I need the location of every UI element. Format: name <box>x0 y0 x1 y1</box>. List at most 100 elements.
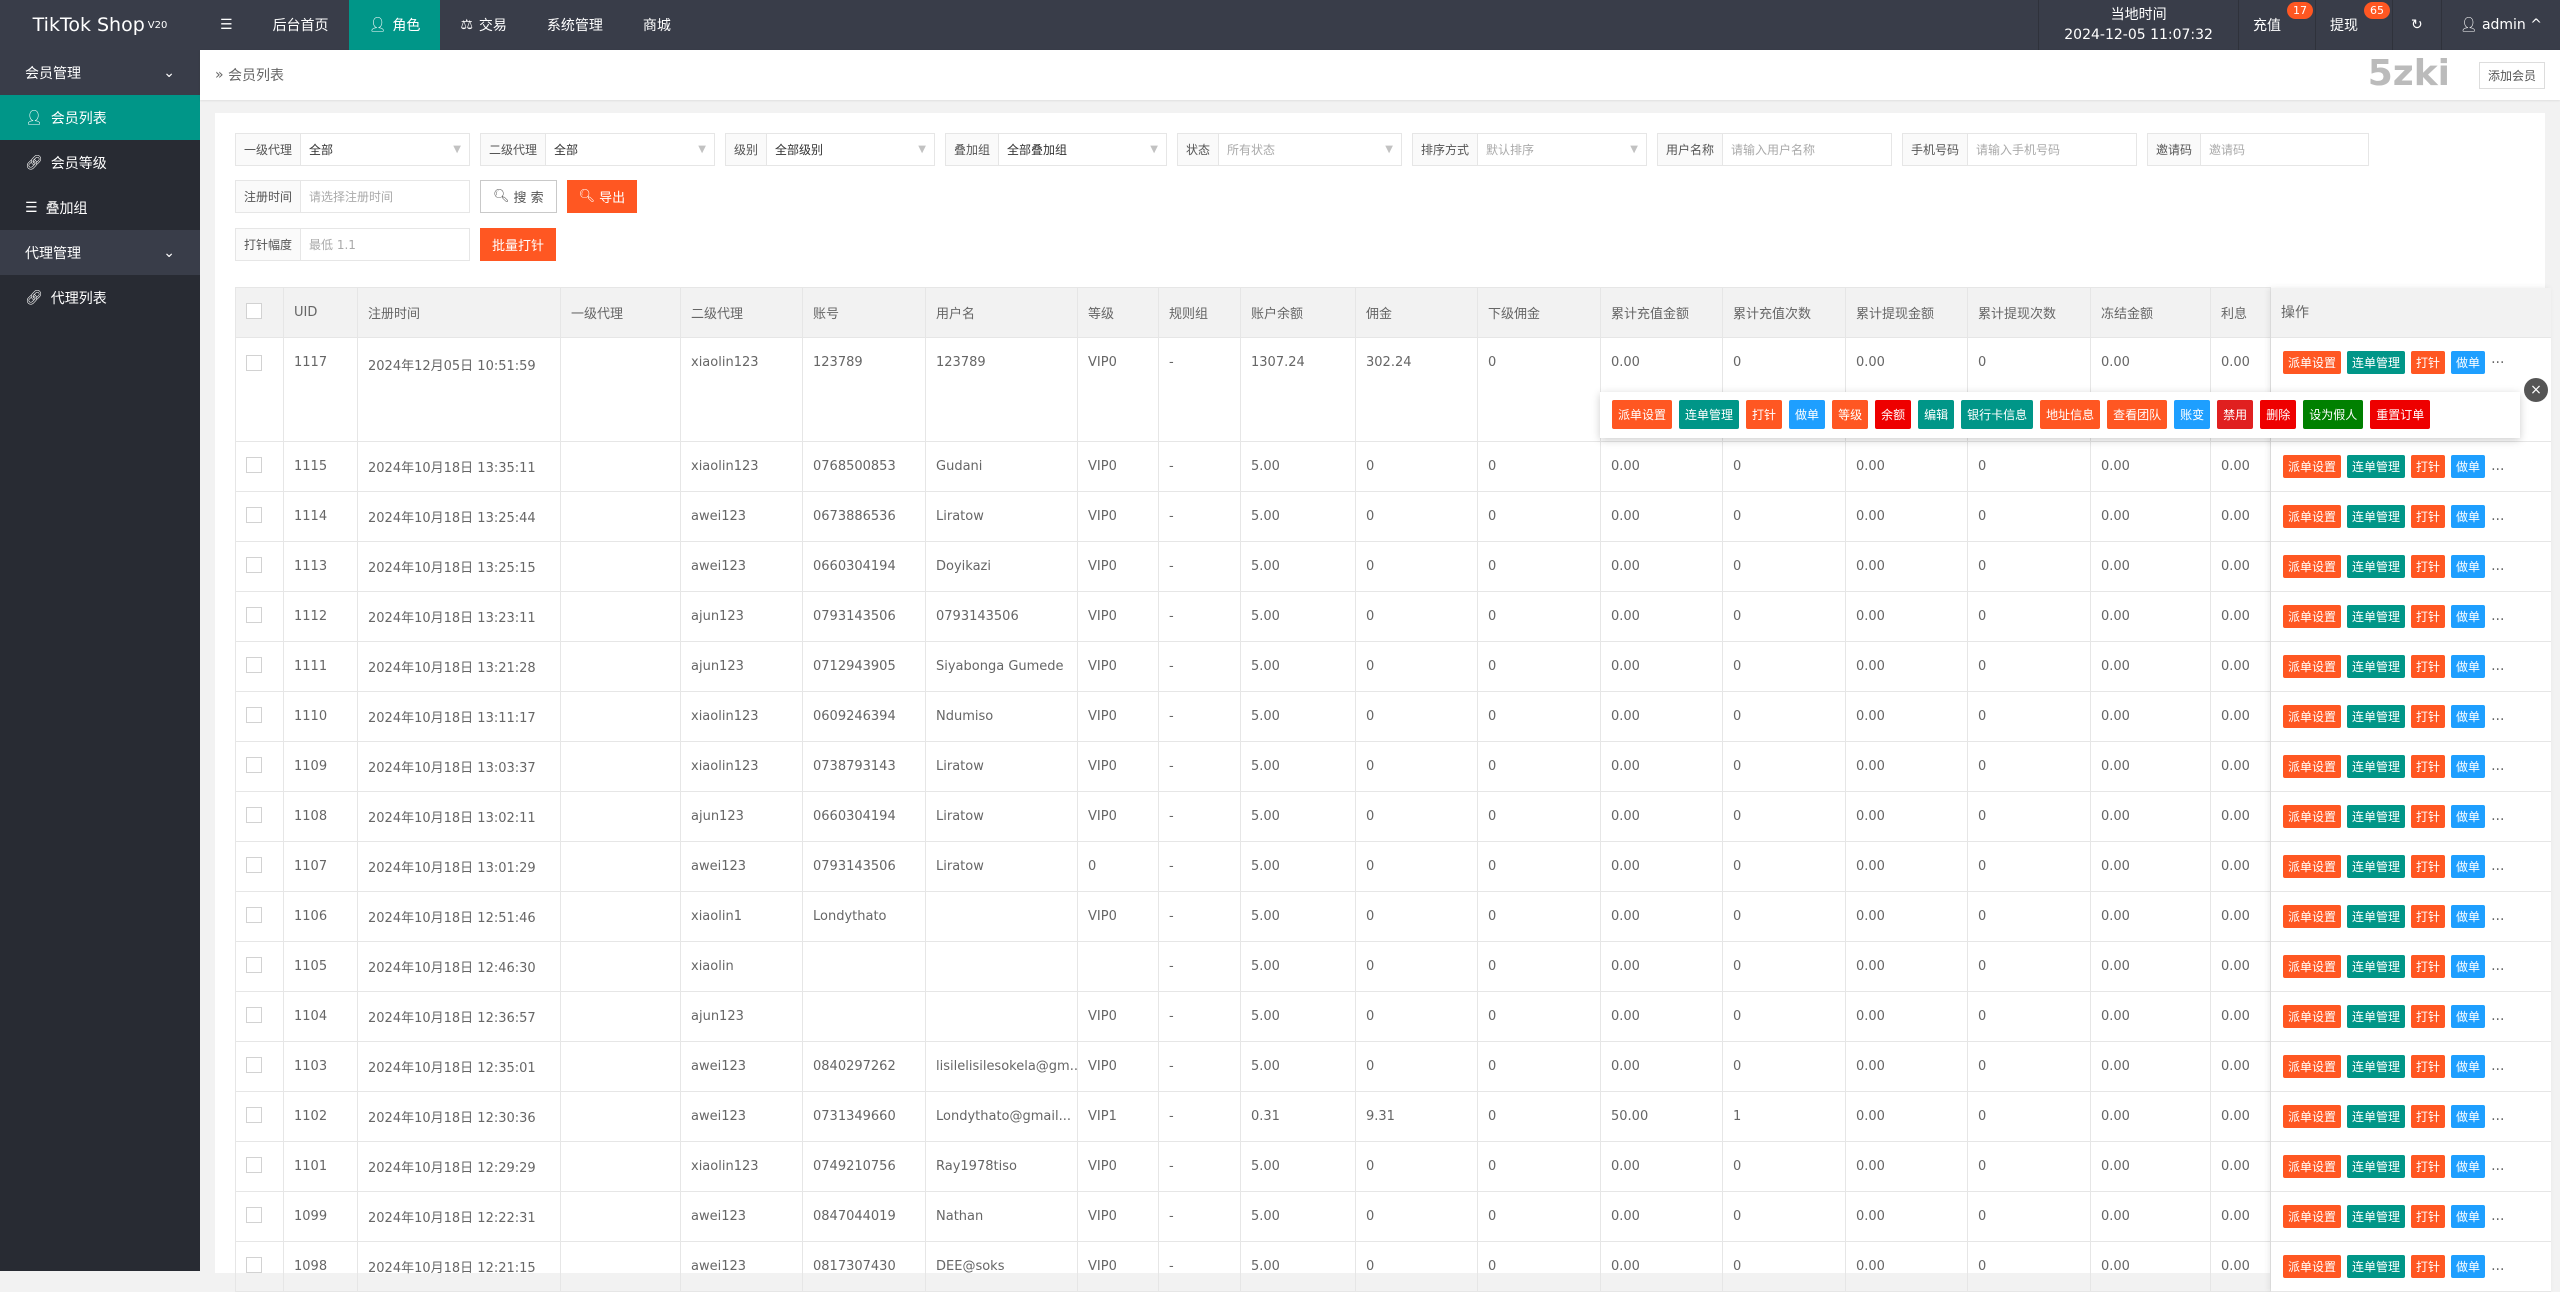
action-button-连单管理[interactable]: 连单管理 <box>2347 504 2406 528</box>
row-checkbox-cell[interactable] <box>235 541 284 592</box>
action-button-打针[interactable]: 打针 <box>2411 904 2446 928</box>
action-button-做单[interactable]: 做单 <box>2451 350 2486 374</box>
agent1-select[interactable]: 一级代理 全部 ▼ <box>235 133 470 166</box>
action-button-打针[interactable]: 打针 <box>2411 804 2446 828</box>
action-button-打针[interactable]: 打针 <box>2411 554 2446 578</box>
row-checkbox-cell[interactable] <box>235 741 284 792</box>
sidebar-item-member-list[interactable]: 👤︎ 会员列表 <box>0 95 200 140</box>
more-actions-button[interactable]: ... <box>2491 658 2505 674</box>
popup-action-连单管理[interactable]: 连单管理 <box>1679 400 1740 429</box>
row-checkbox[interactable] <box>246 756 262 773</box>
action-button-派单设置[interactable]: 派单设置 <box>2283 954 2342 978</box>
popup-action-查看团队[interactable]: 查看团队 <box>2107 400 2168 429</box>
action-button-派单设置[interactable]: 派单设置 <box>2283 554 2342 578</box>
withdraw-button[interactable]: 提现 65 <box>2314 0 2392 50</box>
action-button-做单[interactable]: 做单 <box>2451 654 2486 678</box>
action-button-连单管理[interactable]: 连单管理 <box>2347 954 2406 978</box>
sidebar-group-members[interactable]: 会员管理 ⌄ <box>0 50 200 95</box>
action-button-派单设置[interactable]: 派单设置 <box>2283 1054 2342 1078</box>
row-checkbox-cell[interactable] <box>235 441 284 492</box>
row-checkbox-cell[interactable] <box>235 841 284 892</box>
row-checkbox[interactable] <box>246 1206 262 1223</box>
more-actions-button[interactable]: ... <box>2491 558 2505 574</box>
row-checkbox[interactable] <box>246 1156 262 1173</box>
action-button-做单[interactable]: 做单 <box>2451 554 2486 578</box>
popup-action-打针[interactable]: 打针 <box>1746 400 1783 429</box>
group-select[interactable]: 叠加组 全部叠加组 ▼ <box>945 133 1167 166</box>
popup-action-编辑[interactable]: 编辑 <box>1918 400 1955 429</box>
row-checkbox[interactable] <box>246 1006 262 1023</box>
action-button-做单[interactable]: 做单 <box>2451 1054 2486 1078</box>
popup-action-银行卡信息[interactable]: 银行卡信息 <box>1961 400 2034 429</box>
more-actions-button[interactable]: ... <box>2491 1208 2505 1224</box>
action-button-做单[interactable]: 做单 <box>2451 954 2486 978</box>
batch-inject-button[interactable]: 批量打针 <box>480 228 557 261</box>
row-checkbox-cell[interactable] <box>235 1241 284 1292</box>
action-button-做单[interactable]: 做单 <box>2451 704 2486 728</box>
nav-mall[interactable]: 商城 <box>642 18 671 34</box>
row-checkbox[interactable] <box>246 1256 262 1273</box>
row-checkbox-cell[interactable] <box>235 641 284 692</box>
row-checkbox[interactable] <box>246 856 262 873</box>
popup-action-地址信息[interactable]: 地址信息 <box>2040 400 2101 429</box>
action-button-连单管理[interactable]: 连单管理 <box>2347 904 2406 928</box>
export-button[interactable]: 🔍︎ 导出 <box>566 180 638 213</box>
more-actions-button[interactable]: ... <box>2491 958 2505 974</box>
more-actions-button[interactable]: ... <box>2491 708 2505 724</box>
action-button-打针[interactable]: 打针 <box>2411 1054 2446 1078</box>
row-checkbox-cell[interactable] <box>235 941 284 992</box>
action-button-派单设置[interactable]: 派单设置 <box>2283 350 2342 374</box>
invite-code-input[interactable]: 邀请码 邀请码 <box>2147 133 2369 166</box>
action-button-派单设置[interactable]: 派单设置 <box>2283 1104 2342 1128</box>
sort-select[interactable]: 排序方式 默认排序 ▼ <box>1412 133 1647 166</box>
action-button-打针[interactable]: 打针 <box>2411 704 2446 728</box>
action-button-连单管理[interactable]: 连单管理 <box>2347 804 2406 828</box>
row-checkbox[interactable] <box>246 355 262 371</box>
action-button-派单设置[interactable]: 派单设置 <box>2283 654 2342 678</box>
row-checkbox[interactable] <box>246 556 262 573</box>
popup-action-派单设置[interactable]: 派单设置 <box>1612 400 1673 429</box>
action-button-连单管理[interactable]: 连单管理 <box>2347 1204 2406 1228</box>
phone-input[interactable]: 手机号码 请输入手机号码 <box>1902 133 2137 166</box>
popup-action-余额[interactable]: 余额 <box>1875 400 1912 429</box>
row-checkbox-cell[interactable] <box>235 337 284 442</box>
action-button-派单设置[interactable]: 派单设置 <box>2283 904 2342 928</box>
action-button-做单[interactable]: 做单 <box>2451 1104 2486 1128</box>
level-select[interactable]: 级别 全部级别 ▼ <box>725 133 935 166</box>
select-all-cell[interactable] <box>235 287 284 338</box>
recharge-button[interactable]: 充值 17 <box>2237 0 2315 50</box>
row-checkbox[interactable] <box>246 956 262 973</box>
action-button-派单设置[interactable]: 派单设置 <box>2283 604 2342 628</box>
action-button-做单[interactable]: 做单 <box>2451 1204 2486 1228</box>
action-button-连单管理[interactable]: 连单管理 <box>2347 604 2406 628</box>
action-button-连单管理[interactable]: 连单管理 <box>2347 1104 2406 1128</box>
action-button-派单设置[interactable]: 派单设置 <box>2283 454 2342 478</box>
row-checkbox[interactable] <box>246 706 262 723</box>
action-button-打针[interactable]: 打针 <box>2411 350 2446 374</box>
action-button-做单[interactable]: 做单 <box>2451 454 2486 478</box>
action-button-打针[interactable]: 打针 <box>2411 504 2446 528</box>
action-button-派单设置[interactable]: 派单设置 <box>2283 854 2342 878</box>
search-button[interactable]: 🔍︎ 搜 索 <box>480 180 557 213</box>
row-checkbox-cell[interactable] <box>235 1041 284 1092</box>
action-button-连单管理[interactable]: 连单管理 <box>2347 1154 2406 1178</box>
popup-action-重置订单[interactable]: 重置订单 <box>2370 400 2431 429</box>
popup-action-删除[interactable]: 删除 <box>2260 400 2297 429</box>
action-button-连单管理[interactable]: 连单管理 <box>2347 454 2406 478</box>
popup-action-禁用[interactable]: 禁用 <box>2217 400 2254 429</box>
row-checkbox[interactable] <box>246 806 262 823</box>
action-button-连单管理[interactable]: 连单管理 <box>2347 554 2406 578</box>
action-button-做单[interactable]: 做单 <box>2451 854 2486 878</box>
action-button-连单管理[interactable]: 连单管理 <box>2347 754 2406 778</box>
action-button-连单管理[interactable]: 连单管理 <box>2347 1254 2406 1278</box>
register-time-input[interactable]: 注册时间 请选择注册时间 <box>235 180 470 213</box>
action-button-做单[interactable]: 做单 <box>2451 904 2486 928</box>
username-input[interactable]: 用户名称 请输入用户名称 <box>1657 133 1892 166</box>
sidebar-group-agents[interactable]: 代理管理 ⌄ <box>0 230 200 275</box>
popup-action-做单[interactable]: 做单 <box>1789 400 1826 429</box>
row-checkbox-cell[interactable] <box>235 891 284 942</box>
agent2-select[interactable]: 二级代理 全部 ▼ <box>480 133 715 166</box>
more-actions-button[interactable]: ... <box>2491 350 2505 367</box>
action-button-做单[interactable]: 做单 <box>2451 1004 2486 1028</box>
action-button-做单[interactable]: 做单 <box>2451 604 2486 628</box>
